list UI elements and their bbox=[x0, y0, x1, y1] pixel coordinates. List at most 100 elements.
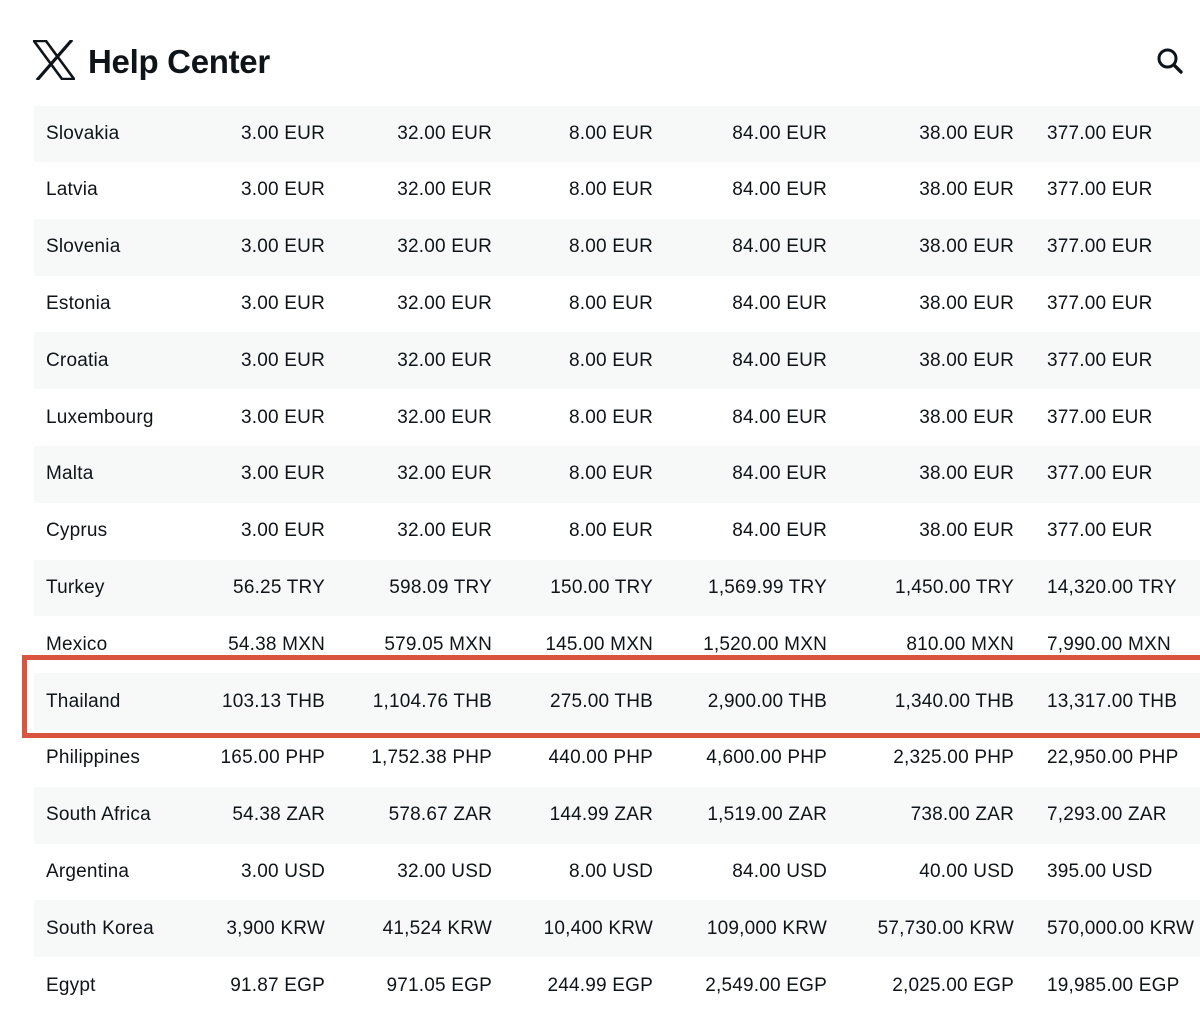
price-cell: 3.00 USD bbox=[241, 860, 325, 882]
price-cell: 8.00 EUR bbox=[569, 406, 653, 428]
help-center-title[interactable]: Help Center bbox=[88, 43, 270, 80]
price-cell: 1,569.99 TRY bbox=[708, 576, 827, 598]
price-cell: 377.00 EUR bbox=[1047, 179, 1153, 201]
country-cell: Turkey bbox=[46, 576, 105, 598]
price-cell: 8.00 EUR bbox=[569, 179, 653, 201]
price-cell: 84.00 EUR bbox=[732, 236, 827, 258]
price-cell: 150.00 TRY bbox=[550, 576, 653, 598]
country-cell: South Africa bbox=[46, 804, 151, 826]
country-cell: South Korea bbox=[46, 917, 154, 939]
price-cell: 54.38 ZAR bbox=[232, 804, 325, 826]
price-cell: 38.00 EUR bbox=[919, 236, 1014, 258]
price-cell: 598.09 TRY bbox=[389, 576, 492, 598]
price-cell: 38.00 EUR bbox=[919, 406, 1014, 428]
price-cell: 13,317.00 THB bbox=[1047, 690, 1178, 712]
price-cell: 1,340.00 THB bbox=[894, 690, 1014, 712]
price-cell: 144.99 ZAR bbox=[549, 804, 653, 826]
table-row: Luxembourg 3.00 EUR 32.00 EUR 8.00 EUR 84.00… bbox=[34, 389, 1200, 446]
country-cell: Mexico bbox=[46, 633, 108, 655]
table-row: Thailand 103.13 THB 1,104.76 THB 275.00 THB… bbox=[34, 673, 1200, 730]
price-cell: 103.13 THB bbox=[221, 690, 325, 712]
price-cell: 165.00 PHP bbox=[220, 747, 325, 769]
price-cell: 57,730.00 KRW bbox=[877, 917, 1014, 939]
price-cell: 84.00 EUR bbox=[732, 179, 827, 201]
price-cell: 377.00 EUR bbox=[1047, 123, 1153, 144]
table-row: Malta 3.00 EUR 32.00 EUR 8.00 EUR 84.00 EUR 3… bbox=[34, 445, 1200, 503]
price-cell: 91.87 EGP bbox=[230, 974, 325, 996]
price-cell: 84.00 EUR bbox=[732, 406, 827, 428]
price-cell: 38.00 EUR bbox=[919, 349, 1014, 371]
price-cell: 8.00 EUR bbox=[569, 236, 653, 258]
price-cell: 54.38 MXN bbox=[228, 633, 325, 655]
price-cell: 377.00 EUR bbox=[1047, 520, 1153, 542]
country-cell: Egypt bbox=[46, 974, 96, 996]
price-cell: 32.00 EUR bbox=[397, 123, 492, 144]
price-cell: 3,900 KRW bbox=[226, 917, 325, 939]
price-cell: 84.00 EUR bbox=[732, 292, 827, 314]
table-row: Slovakia 3.00 EUR 32.00 EUR 8.00 EUR 84.00 E… bbox=[34, 106, 1200, 162]
price-cell: 38.00 EUR bbox=[919, 520, 1014, 542]
price-cell: 22,950.00 PHP bbox=[1047, 747, 1179, 769]
price-cell: 570,000.00 KRW bbox=[1047, 917, 1195, 939]
price-cell: 38.00 EUR bbox=[919, 123, 1014, 144]
country-cell: Luxembourg bbox=[46, 406, 154, 428]
price-cell: 84.00 EUR bbox=[732, 123, 827, 144]
country-cell: Malta bbox=[46, 463, 94, 485]
help-center-header: Help Center bbox=[0, 0, 1200, 120]
price-cell: 10,400 KRW bbox=[543, 917, 653, 939]
price-cell: 56.25 TRY bbox=[233, 576, 325, 598]
price-cell: 38.00 EUR bbox=[919, 292, 1014, 314]
country-cell: Slovakia bbox=[46, 123, 120, 144]
table-row: Mexico 54.38 MXN 579.05 MXN 145.00 MXN 1,520… bbox=[34, 616, 1200, 674]
price-cell: 3.00 EUR bbox=[241, 463, 325, 485]
price-cell: 8.00 EUR bbox=[569, 520, 653, 542]
country-cell: Croatia bbox=[46, 349, 109, 371]
price-cell: 971.05 EGP bbox=[386, 974, 492, 996]
country-cell: Argentina bbox=[46, 860, 130, 882]
price-cell: 377.00 EUR bbox=[1047, 236, 1153, 258]
country-cell: Cyprus bbox=[46, 520, 108, 542]
price-cell: 8.00 EUR bbox=[569, 123, 653, 144]
x-logo-icon[interactable] bbox=[31, 38, 77, 82]
price-cell: 32.00 EUR bbox=[397, 463, 492, 485]
price-cell: 84.00 USD bbox=[732, 860, 827, 882]
price-cell: 3.00 EUR bbox=[241, 179, 325, 201]
price-cell: 3.00 EUR bbox=[241, 349, 325, 371]
price-cell: 41,524 KRW bbox=[382, 917, 492, 939]
price-cell: 377.00 EUR bbox=[1047, 463, 1153, 485]
table-row: Croatia 3.00 EUR 32.00 EUR 8.00 EUR 84.00 EU… bbox=[34, 332, 1200, 390]
price-cell: 1,104.76 THB bbox=[372, 690, 492, 712]
price-cell: 40.00 USD bbox=[919, 860, 1014, 882]
price-cell: 145.00 MXN bbox=[545, 633, 653, 655]
country-cell: Slovenia bbox=[46, 236, 121, 258]
price-cell: 19,985.00 EGP bbox=[1047, 974, 1180, 996]
price-cell: 32.00 EUR bbox=[397, 179, 492, 201]
pricing-table-container[interactable]: Slovakia 3.00 EUR 32.00 EUR 8.00 EUR 84.00 E… bbox=[34, 106, 1200, 1015]
country-cell: Estonia bbox=[46, 292, 111, 314]
search-icon[interactable] bbox=[1155, 46, 1185, 76]
price-cell: 1,519.00 ZAR bbox=[707, 804, 827, 826]
country-cell: Philippines bbox=[46, 747, 141, 769]
price-cell: 109,000 KRW bbox=[706, 917, 827, 939]
table-row: South Korea 3,900 KRW 41,524 KRW 10,400 KRW… bbox=[34, 900, 1200, 958]
price-cell: 32.00 EUR bbox=[397, 292, 492, 314]
price-cell: 84.00 EUR bbox=[732, 463, 827, 485]
price-cell: 4,600.00 PHP bbox=[706, 747, 827, 769]
price-cell: 38.00 EUR bbox=[919, 179, 1014, 201]
table-row: Argentina 3.00 USD 32.00 USD 8.00 USD 84.00 … bbox=[34, 843, 1200, 901]
price-cell: 810.00 MXN bbox=[906, 633, 1014, 655]
price-cell: 7,293.00 ZAR bbox=[1047, 804, 1167, 826]
table-row: South Africa 54.38 ZAR 578.67 ZAR 144.99 ZA… bbox=[34, 786, 1200, 844]
price-cell: 579.05 MXN bbox=[384, 633, 492, 655]
price-cell: 275.00 THB bbox=[549, 690, 653, 712]
price-cell: 377.00 EUR bbox=[1047, 292, 1153, 314]
price-cell: 578.67 ZAR bbox=[388, 804, 492, 826]
pricing-table-body: Slovakia 3.00 EUR 32.00 EUR 8.00 EUR 84.00 E… bbox=[34, 106, 1200, 1014]
price-cell: 14,320.00 TRY bbox=[1047, 576, 1177, 598]
price-cell: 32.00 EUR bbox=[397, 349, 492, 371]
country-cell: Thailand bbox=[46, 690, 121, 712]
price-cell: 2,549.00 EGP bbox=[705, 974, 827, 996]
price-cell: 395.00 USD bbox=[1047, 860, 1153, 882]
table-row: Slovenia 3.00 EUR 32.00 EUR 8.00 EUR 84.00 E… bbox=[34, 218, 1200, 276]
price-cell: 8.00 EUR bbox=[569, 463, 653, 485]
